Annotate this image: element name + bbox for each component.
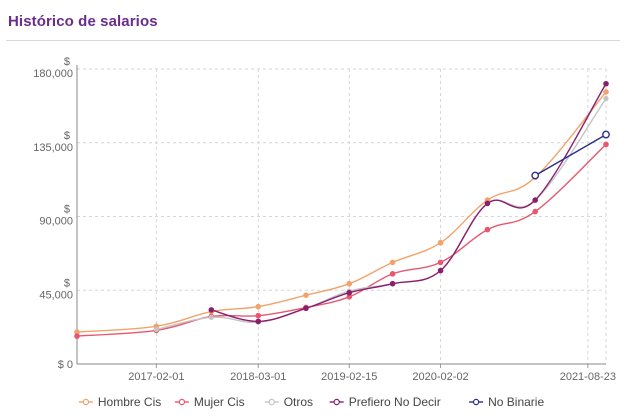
data-point [603,80,609,87]
legend-item-mujer-cis: Mujer Cis [174,395,245,409]
series-points-otros [153,95,609,333]
data-point [303,305,309,312]
series-points-mujer-cis [74,141,609,339]
series-hombre-cis [76,91,607,333]
data-point [303,292,309,298]
y-tick-currency: $ [64,130,70,142]
legend-label: Prefiero No Decir [349,395,441,409]
series-points-prefiero-no-decir [208,80,609,325]
data-point [346,280,353,287]
data-point [484,200,491,207]
data-point [532,197,539,203]
series-points-no-binarie [531,130,610,180]
legend-label: Hombre Cis [98,395,161,409]
data-point [346,294,353,300]
data-point [532,208,539,215]
data-point [255,312,262,319]
data-point [255,303,262,310]
series-line [76,91,607,333]
x-tick-label: 2017-02-01 [128,371,184,383]
legend-marker [333,398,340,406]
x-tick-label: 2018-03-01 [230,371,286,383]
legend-label: Mujer Cis [194,395,245,409]
y-tick-label: 180,000 [33,68,73,80]
data-point [255,318,262,325]
data-point [208,307,215,313]
series-points-hombre-cis [74,89,609,335]
title-divider [6,40,620,41]
x-tick-label: 2021-08-23 [560,371,616,383]
data-point [602,130,610,139]
data-point [153,326,159,333]
y-tick-currency: $ [64,204,70,216]
legend-item-hombre-cis: Hombre Cis [78,395,161,409]
x-tick-label: 2020-02-02 [412,371,468,383]
page-title: Histórico de salarios [8,13,158,30]
data-point [389,271,396,277]
x-tick-label: 2019-02-15 [321,371,377,383]
legend-marker [178,398,186,406]
data-point [389,280,396,287]
data-point [484,226,491,233]
data-point [346,289,353,296]
legend-label: Otros [284,395,313,409]
data-point [389,259,396,266]
legend-label: No Binarie [488,395,544,409]
data-point [531,171,540,180]
series-no-binarie [534,133,607,177]
y-tick-currency: $ [64,56,70,68]
y-tick-label: 135,000 [33,142,73,154]
legend-marker [82,398,90,406]
series-otros [156,98,607,331]
data-point [603,95,609,102]
data-point [74,329,80,335]
series-line [534,133,607,177]
series-line [156,98,607,331]
legend-marker [268,398,275,406]
y-tick-label: 45,000 [39,289,73,301]
legend-item-otros: Otros [264,395,313,409]
data-point [437,267,444,274]
y-tick-currency: $ [64,277,70,289]
legend-item-no-binarie: No Binarie [469,395,544,409]
data-point [437,239,444,246]
data-point [603,141,609,148]
data-point [74,333,80,339]
data-point [208,314,214,320]
legend-item-prefiero-no-decir: Prefiero No Decir [329,395,441,409]
data-point [603,89,609,95]
y-tick-label: 90,000 [39,216,73,228]
y-tick-label: $ 0 [58,359,73,371]
legend-marker [472,398,480,406]
data-point [437,259,444,266]
